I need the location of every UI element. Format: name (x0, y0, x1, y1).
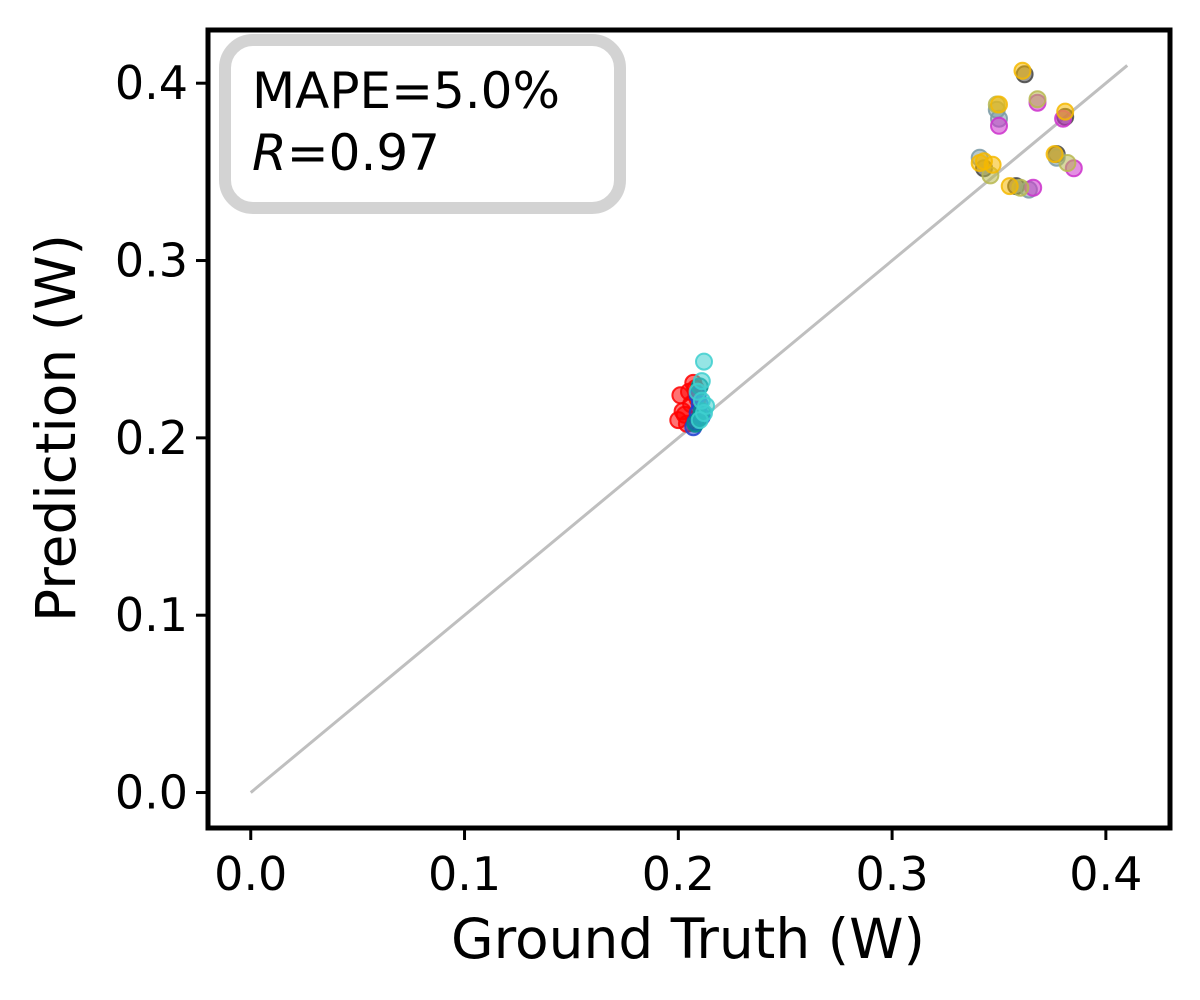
plot-frame (205, 27, 1173, 831)
data-point-cyan (695, 352, 713, 371)
r-symbol: R (252, 124, 287, 182)
x-tick-label: 0.3 (856, 847, 929, 901)
r-text: R=0.97 (252, 124, 440, 182)
y-tick-label: 0.3 (115, 234, 188, 288)
data-point-olive (1058, 154, 1077, 172)
y-tick-label: 0.0 (115, 766, 188, 820)
x-tick-label: 0.4 (1069, 847, 1142, 901)
data-point-cyan (690, 411, 709, 430)
y-tick-label: 0.4 (115, 56, 188, 110)
x-axis-label: Ground Truth (W) (451, 907, 925, 971)
data-point-magenta (990, 116, 1008, 135)
ticks-layer: 0.0 0.1 0.2 0.3 0.4 0.0 0.1 0.2 0.3 0.4 (115, 56, 1143, 901)
data-point-gold (1000, 177, 1019, 196)
data-point-olive (1028, 90, 1047, 109)
mape-text: MAPE=5.0% (252, 62, 560, 120)
y-axis-label: Prediction (W) (24, 234, 88, 622)
data-point-gold (1013, 61, 1032, 80)
y-tick-label: 0.2 (115, 411, 188, 465)
x-tick-label: 0.0 (214, 847, 287, 901)
data-point-cyan (688, 382, 707, 401)
data-points-layer (669, 61, 1083, 437)
x-tick-label: 0.1 (428, 847, 501, 901)
data-point-gold (1045, 145, 1064, 164)
data-point-gold (990, 95, 1008, 114)
data-point-gold (975, 152, 993, 171)
y-tick-label: 0.1 (115, 588, 188, 642)
x-tick-label: 0.2 (642, 847, 715, 901)
r-value: =0.97 (287, 124, 440, 182)
annotation-box: MAPE=5.0% R=0.97 (219, 34, 626, 214)
data-point-gold (1056, 102, 1075, 121)
